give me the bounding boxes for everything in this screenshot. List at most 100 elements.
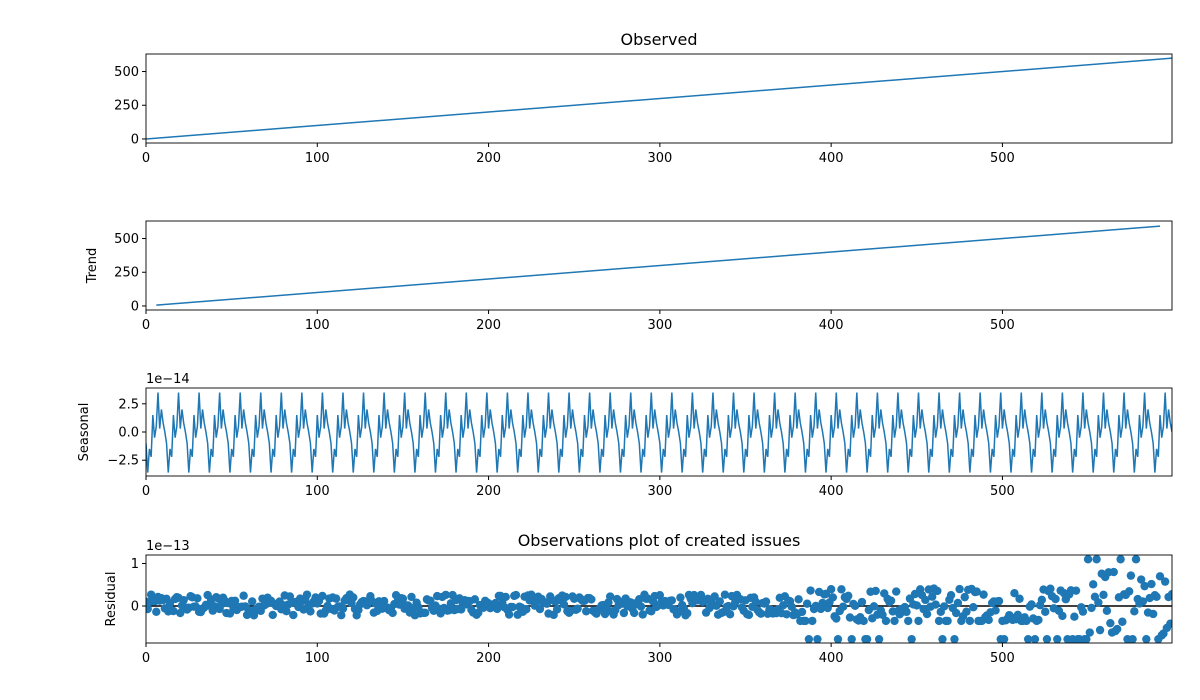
residual-point [892, 587, 901, 596]
residual-point [1147, 579, 1156, 589]
y-axis-label: Residual [104, 572, 119, 627]
residual-point [511, 590, 521, 600]
residual-point [715, 597, 725, 606]
residual-point [504, 610, 514, 619]
residual-point [337, 611, 346, 620]
residual-point [1010, 589, 1019, 598]
residual-point [921, 595, 930, 605]
residual-point [1166, 619, 1172, 628]
y-tick-label: 1 [131, 557, 139, 572]
residual-point [933, 586, 942, 596]
residual-point [492, 604, 502, 614]
residual-point [331, 594, 341, 603]
residual-point [953, 598, 963, 608]
residual-point [832, 614, 841, 623]
residual-point [1037, 595, 1047, 605]
residual-point [501, 592, 510, 602]
residual-point [152, 607, 161, 616]
residual-point [1095, 625, 1105, 635]
y-tick-label: 0 [131, 299, 139, 314]
residual-point [857, 597, 867, 607]
axes-frame [145, 220, 1173, 311]
residual-point [508, 602, 517, 612]
residual-point [1109, 567, 1118, 577]
residual-point [751, 597, 760, 607]
x-tick-label: 0 [142, 151, 150, 166]
residual-point [850, 601, 860, 610]
residual-point [636, 602, 646, 611]
residual-point [960, 592, 969, 602]
residual-point [808, 616, 817, 626]
residual-point [818, 598, 827, 608]
residual-point [388, 608, 397, 618]
subplot-4: 0 100 200 300 400 500 0 1 Observations plot of c… [104, 531, 1173, 666]
residual-point [667, 596, 677, 605]
residual-point [969, 603, 978, 612]
residual-point [552, 605, 562, 614]
residual-point [828, 593, 838, 602]
residual-point [302, 590, 312, 599]
x-tick-label: 300 [647, 151, 672, 166]
subplot-2: 0 100 200 300 400 500 0 250 500 Trend [85, 220, 1173, 333]
series-line [156, 225, 1161, 306]
residual-point [605, 592, 615, 601]
residual-point [844, 591, 853, 600]
residual-point [1058, 611, 1067, 621]
residual-point [1046, 584, 1055, 593]
residual-point [338, 604, 348, 613]
residual-point [176, 608, 185, 618]
x-tick-label: 500 [990, 151, 1015, 166]
residual-point [1070, 612, 1079, 621]
plot-area [146, 555, 1172, 643]
residual-point [904, 616, 913, 626]
residual-point [943, 616, 952, 626]
residual-point [914, 616, 923, 626]
residual-point [1128, 634, 1137, 643]
residual-point [972, 587, 981, 596]
residual-point [946, 590, 956, 600]
residual-point [1082, 634, 1091, 643]
residual-point [965, 616, 975, 626]
x-tick-label: 100 [305, 484, 330, 499]
residual-point [1126, 571, 1136, 580]
residual-point [1124, 587, 1134, 596]
residual-point [282, 606, 291, 616]
residual-point [683, 609, 692, 618]
x-tick-label: 500 [990, 651, 1015, 666]
residual-point [922, 609, 932, 619]
residual-point [1099, 590, 1108, 600]
residual-point [979, 590, 988, 599]
residual-point [318, 591, 327, 601]
x-tick-label: 200 [476, 484, 501, 499]
x-tick-label: 400 [819, 318, 844, 333]
residual-point [470, 595, 480, 604]
residual-point [761, 597, 771, 606]
residual-point [1138, 597, 1148, 606]
residual-point [869, 602, 879, 611]
x-tick-label: 100 [305, 151, 330, 166]
residual-point [1034, 615, 1043, 625]
residual-point [559, 600, 569, 609]
residual-point [1152, 592, 1161, 602]
residual-point [907, 634, 916, 643]
residual-point [169, 606, 178, 616]
residual-point [744, 610, 754, 620]
residual-point [756, 609, 766, 618]
residual-point [1023, 634, 1033, 643]
x-tick-label: 100 [305, 318, 330, 333]
x-tick-label: 400 [819, 484, 844, 499]
residual-point [1092, 555, 1101, 564]
residual-point [146, 604, 152, 614]
residual-point [801, 616, 810, 626]
x-tick-label: 200 [476, 651, 501, 666]
residual-point [1167, 590, 1172, 599]
residual-point [1089, 580, 1098, 589]
residual-point [582, 607, 591, 616]
residual-point [1027, 600, 1036, 609]
residual-point [561, 592, 570, 602]
residual-point [1140, 581, 1149, 591]
residual-point [794, 595, 803, 604]
y-tick-label: 2.5 [118, 397, 139, 412]
residual-point [146, 590, 156, 599]
residual-point [1155, 572, 1165, 581]
